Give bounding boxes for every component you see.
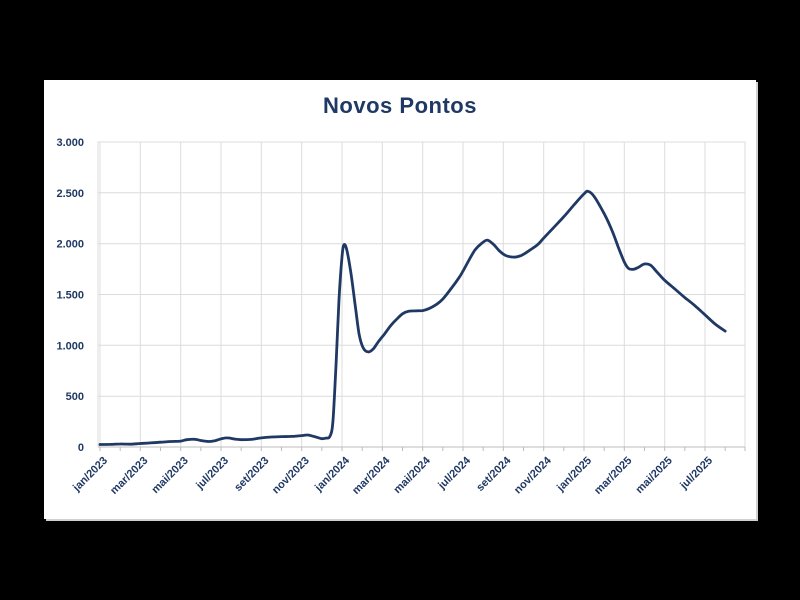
x-axis-label: jul/2024 <box>435 454 473 492</box>
x-axis-label: jul/2025 <box>677 455 715 493</box>
y-axis-label: 3.000 <box>56 137 84 149</box>
x-axis-label: mai/2024 <box>391 454 433 496</box>
y-axis-label: 2.000 <box>56 239 84 251</box>
x-axis-label: nov/2024 <box>512 454 554 496</box>
x-axis-label: mai/2025 <box>633 455 674 496</box>
x-axis-label: mar/2023 <box>108 455 150 497</box>
x-axis-label: jul/2023 <box>193 455 231 493</box>
x-axis-label: set/2023 <box>232 455 271 494</box>
x-axis-label: jan/2025 <box>554 455 594 495</box>
x-axis-label: jan/2023 <box>70 455 110 495</box>
x-axis-label: set/2024 <box>474 454 514 494</box>
y-axis-label: 2.500 <box>56 188 84 200</box>
data-line <box>98 189 727 446</box>
x-axis-label: mar/2025 <box>592 455 634 497</box>
y-axis-label: 0 <box>78 442 84 454</box>
y-axis-label: 1.500 <box>56 290 84 302</box>
chart-panel: Novos Pontos jan/2023 mar/2023 mai/2023 jul… <box>44 80 756 519</box>
x-axis-label: jan/2024 <box>312 454 353 495</box>
y-axis-label: 500 <box>66 391 84 403</box>
chart-title: Novos Pontos <box>323 93 477 118</box>
x-axis-label: mar/2024 <box>350 454 393 497</box>
x-axis-label: mai/2023 <box>149 455 190 496</box>
x-axis-label: nov/2023 <box>270 455 312 497</box>
y-axis-label: 1.000 <box>56 340 84 352</box>
